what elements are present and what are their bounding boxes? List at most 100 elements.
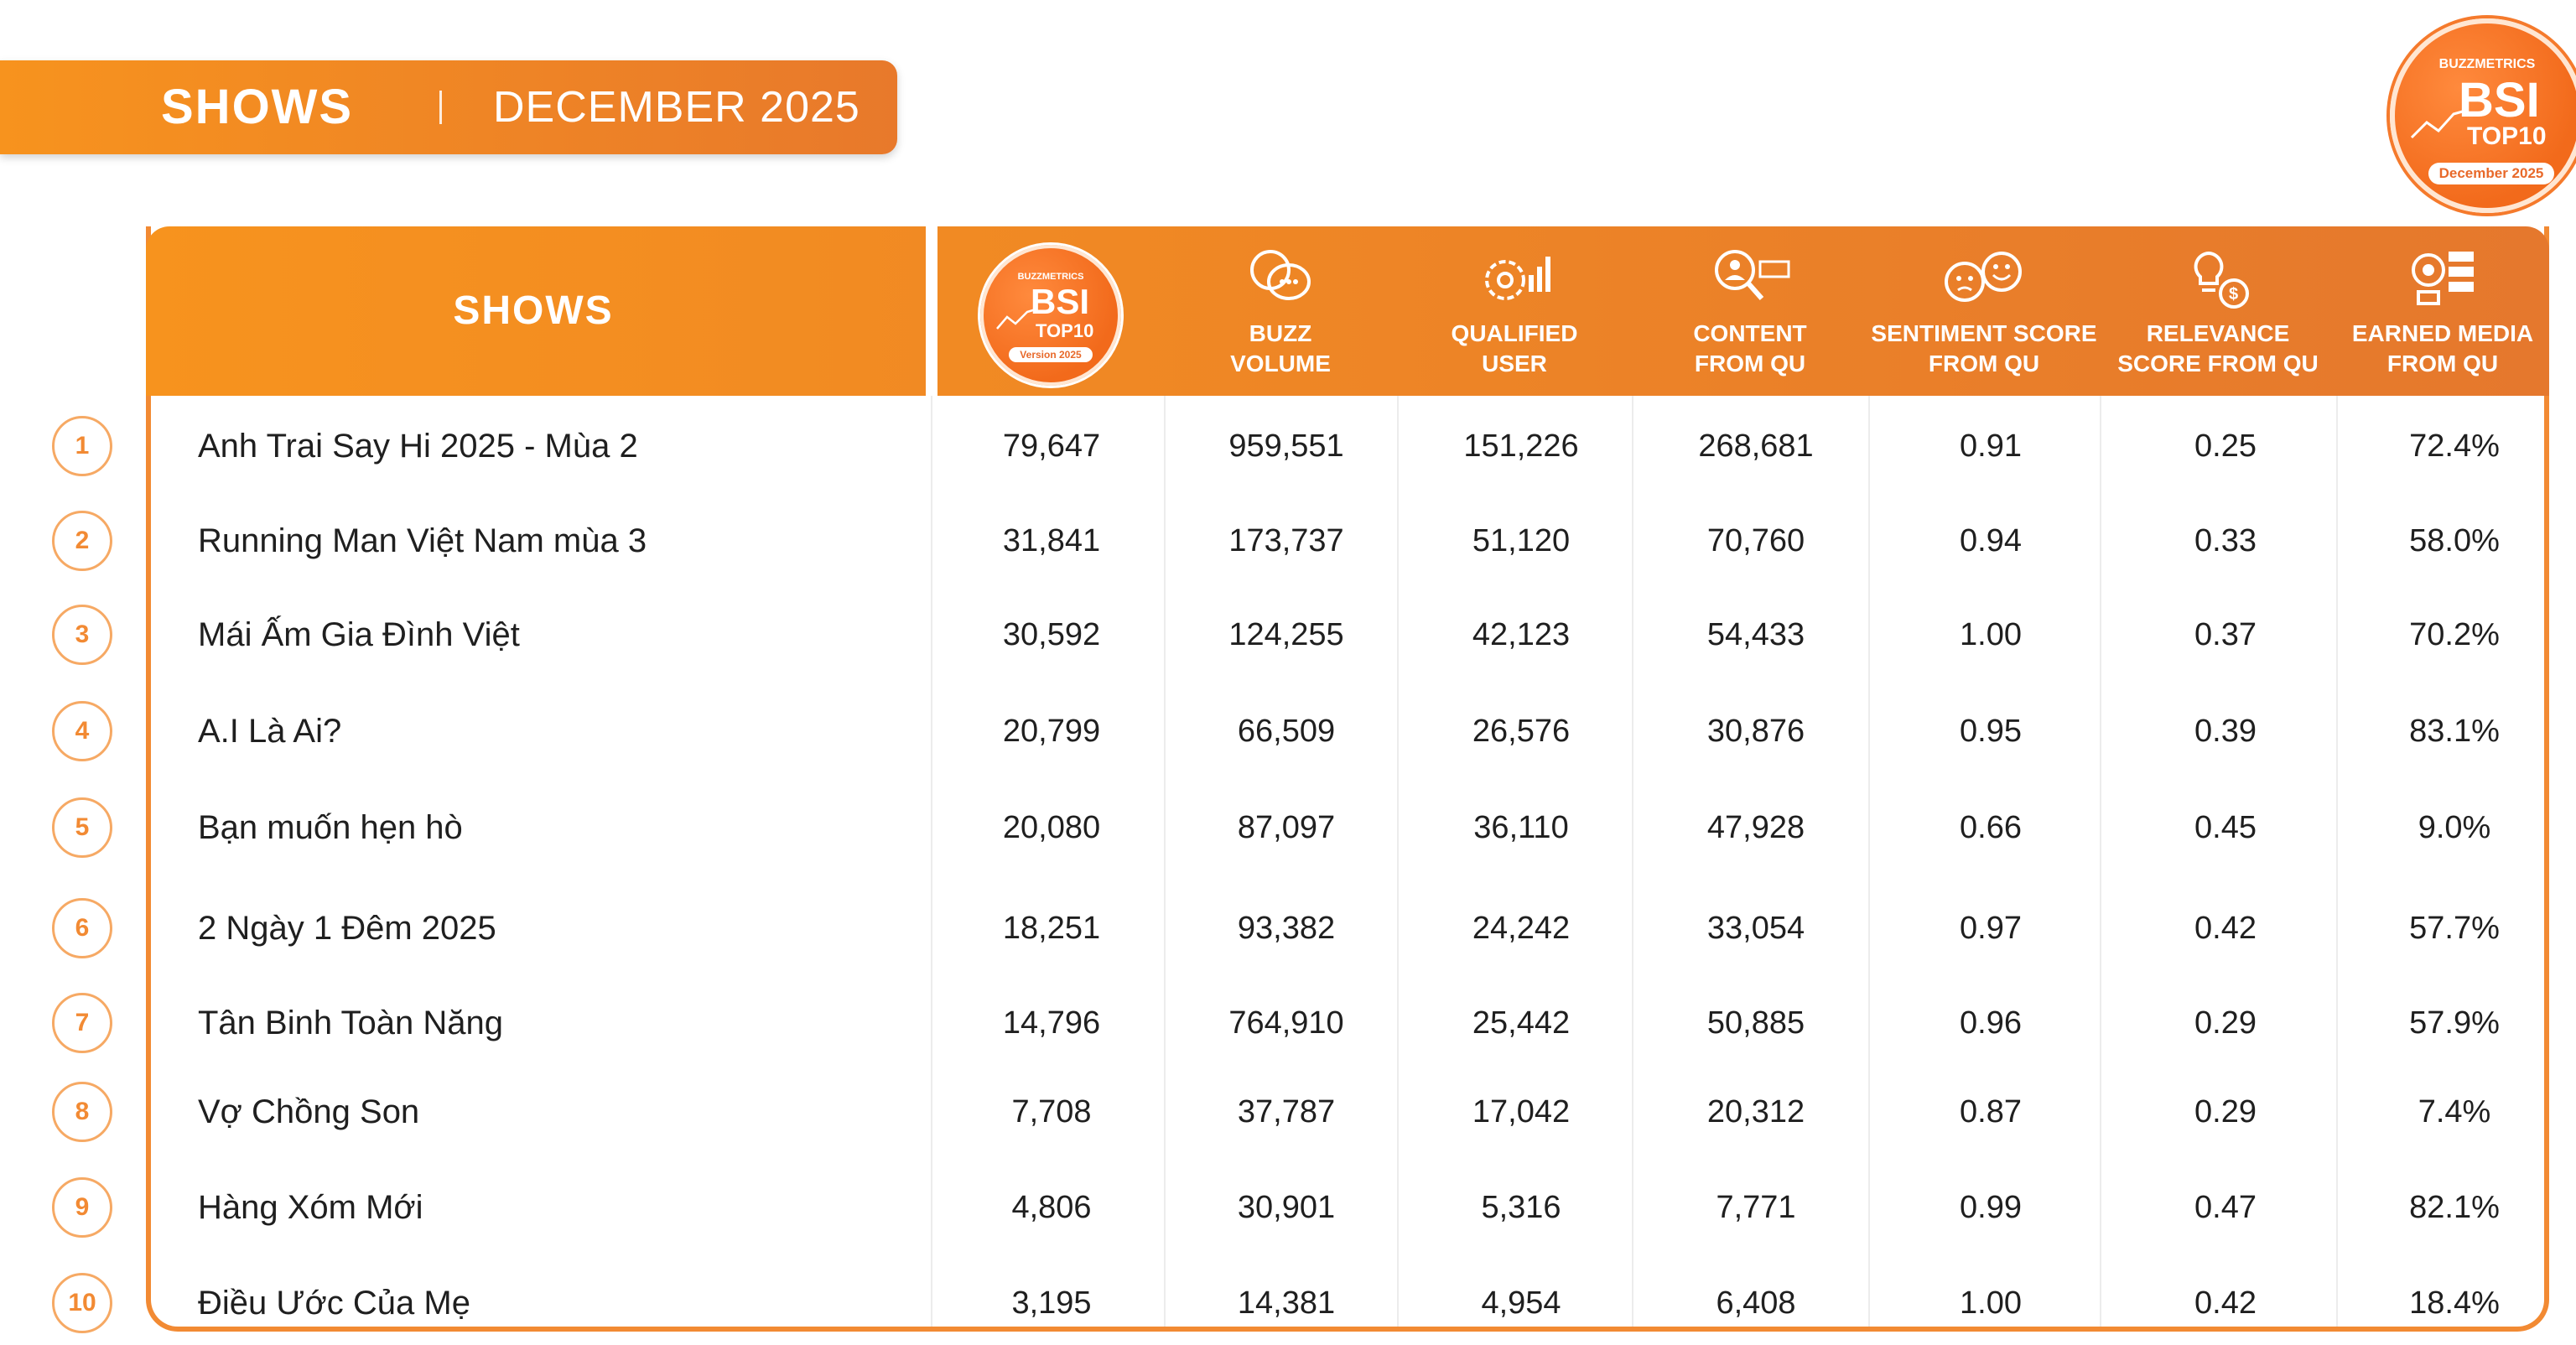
bsi-top10-logo: BUZZMETRICS BSI TOP10 December 2025 (2390, 18, 2576, 213)
column-label-line1: EARNED MEDIA (2351, 320, 2534, 346)
show-name: A.I Là Ai? (198, 713, 342, 750)
column-header-qualified-user: QUALIFIED USER (1397, 226, 1632, 396)
gear-chart-icon (1485, 257, 1550, 300)
media-megaphone-icon (2412, 252, 2474, 305)
table-row: 4 A.I Là Ai? 20,799 66,509 26,576 30,876 0.95 0… (0, 689, 2576, 773)
header-divider (926, 226, 937, 396)
cell-bsi: 3,195 (1011, 1285, 1092, 1321)
period-label: DECEMBER 2025 (493, 83, 860, 132)
table-row: 6 2 Ngày 1 Đêm 2025 18,251 93,382 24,242 33,0… (0, 886, 2576, 970)
column-divider (931, 396, 932, 1327)
cell-earned-media: 83.1% (2409, 714, 2500, 749)
cell-content-from-qu: 70,760 (1706, 523, 1805, 558)
cell-bsi: 31,841 (1002, 523, 1101, 558)
rank-badge: 10 (52, 1273, 112, 1333)
cell-qualified-user: 5,316 (1481, 1190, 1561, 1225)
cell-buzz-volume: 959,551 (1228, 428, 1344, 464)
cell-earned-media: 18.4% (2409, 1285, 2500, 1321)
cell-buzz-volume: 764,910 (1228, 1005, 1344, 1041)
cell-qualified-user: 17,042 (1472, 1094, 1571, 1129)
cell-earned-media: 58.0% (2409, 523, 2500, 558)
rank-badge: 5 (52, 797, 112, 858)
cell-buzz-volume: 30,901 (1237, 1190, 1336, 1225)
table-frame (146, 226, 2549, 1332)
column-header-buzz-volume: BUZZ VOLUME (1164, 226, 1397, 396)
trend-line-icon (2410, 109, 2466, 139)
column-header-content-from-qu: CONTENT FROM QU (1632, 226, 1868, 396)
show-name: Bạn muốn hẹn hò (198, 809, 463, 846)
cell-sentiment-score: 1.00 (1960, 1285, 2022, 1321)
cell-relevance-score: 0.33 (2194, 523, 2257, 558)
cell-qualified-user: 51,120 (1472, 523, 1571, 558)
cell-sentiment-score: 0.91 (1960, 428, 2022, 464)
table-row: 10 Điều Ước Của Mẹ 3,195 14,381 4,954 6,408 1.… (0, 1261, 2576, 1345)
cell-bsi: 20,799 (1002, 714, 1101, 749)
cell-relevance-score: 0.42 (2194, 1285, 2257, 1321)
cell-content-from-qu: 33,054 (1706, 911, 1805, 946)
cell-content-from-qu: 30,876 (1706, 714, 1805, 749)
column-header-sentiment: SENTIMENT SCORE FROM QU (1868, 226, 2100, 396)
cell-earned-media: 57.9% (2409, 1005, 2500, 1041)
cell-qualified-user: 25,442 (1472, 1005, 1571, 1041)
column-divider (1397, 396, 1399, 1327)
column-divider (1868, 396, 1870, 1327)
rank-badge: 8 (52, 1082, 112, 1142)
cell-earned-media: 70.2% (2409, 617, 2500, 652)
rank-badge: 6 (52, 898, 112, 958)
show-name: Vợ Chồng Son (198, 1093, 420, 1130)
cell-qualified-user: 151,226 (1463, 428, 1579, 464)
logo-top10: TOP10 (1036, 320, 1094, 341)
title-banner: SHOWS DECEMBER 2025 (0, 60, 897, 154)
svg-text:$: $ (2229, 285, 2238, 304)
cell-content-from-qu: 50,885 (1706, 1005, 1805, 1041)
cell-buzz-volume: 66,509 (1237, 714, 1336, 749)
cell-content-from-qu: 47,928 (1706, 810, 1805, 845)
category-title: SHOWS (161, 80, 354, 134)
column-divider (1632, 396, 1633, 1327)
column-divider (2100, 396, 2101, 1327)
cell-sentiment-score: 0.99 (1960, 1190, 2022, 1225)
show-name: Điều Ước Của Mẹ (198, 1285, 470, 1322)
logo-brand: BUZZMETRICS (2438, 57, 2536, 71)
cell-earned-media: 7.4% (2418, 1094, 2491, 1129)
cell-earned-media: 72.4% (2409, 428, 2500, 464)
column-label-line1: BUZZ (1249, 320, 1312, 346)
column-label-line2: FROM QU (1694, 351, 1806, 376)
cell-buzz-volume: 14,381 (1237, 1285, 1336, 1321)
cell-sentiment-score: 0.96 (1960, 1005, 2022, 1041)
table-row: 2 Running Man Việt Nam mùa 3 31,841 173,737… (0, 499, 2576, 583)
column-label-line1: SENTIMENT SCORE (1871, 320, 2097, 346)
trend-line-icon (996, 308, 1036, 330)
cell-bsi: 20,080 (1002, 810, 1101, 845)
cell-bsi: 30,592 (1002, 617, 1101, 652)
cell-earned-media: 9.0% (2418, 810, 2491, 845)
cell-sentiment-score: 0.87 (1960, 1094, 2022, 1129)
show-name: Tân Binh Toàn Năng (198, 1005, 503, 1041)
lightbulb-coin-icon: $ (2194, 251, 2249, 309)
emoji-faces-icon (1945, 252, 2022, 302)
rank-badge: 2 (52, 511, 112, 571)
table-row: 3 Mái Ấm Gia Đình Việt 30,592 124,255 42,123… (0, 593, 2576, 677)
cell-earned-media: 82.1% (2409, 1190, 2500, 1225)
cell-buzz-volume: 173,737 (1228, 523, 1344, 558)
column-label-line2: SCORE FROM QU (2117, 351, 2319, 376)
rank-badge: 1 (52, 416, 112, 476)
bsi-version-logo: BUZZMETRICS BSI TOP10 Version 2025 (980, 245, 1121, 386)
cell-content-from-qu: 6,408 (1716, 1285, 1796, 1321)
column-divider (1164, 396, 1166, 1327)
column-divider (2336, 396, 2338, 1327)
cell-relevance-score: 0.37 (2194, 617, 2257, 652)
logo-version: Version 2025 (1009, 347, 1093, 362)
column-divider (921, 396, 929, 1327)
show-name: 2 Ngày 1 Đêm 2025 (198, 910, 496, 947)
cell-sentiment-score: 0.94 (1960, 523, 2022, 558)
column-label-line2: VOLUME (1230, 351, 1331, 376)
column-label-line2: FROM QU (1928, 351, 2040, 376)
rank-badge: 9 (52, 1177, 112, 1238)
rank-badge: 3 (52, 605, 112, 665)
logo-top10: TOP10 (2467, 122, 2547, 150)
column-header-relevance: $ RELEVANCE SCORE FROM QU (2100, 226, 2336, 396)
table-row: 5 Bạn muốn hẹn hò 20,080 87,097 36,110 47,928… (0, 786, 2576, 870)
chat-bubbles-icon (1250, 250, 1311, 300)
table-row: 9 Hàng Xóm Mới 4,806 30,901 5,316 7,771 0.99 0.… (0, 1166, 2576, 1249)
